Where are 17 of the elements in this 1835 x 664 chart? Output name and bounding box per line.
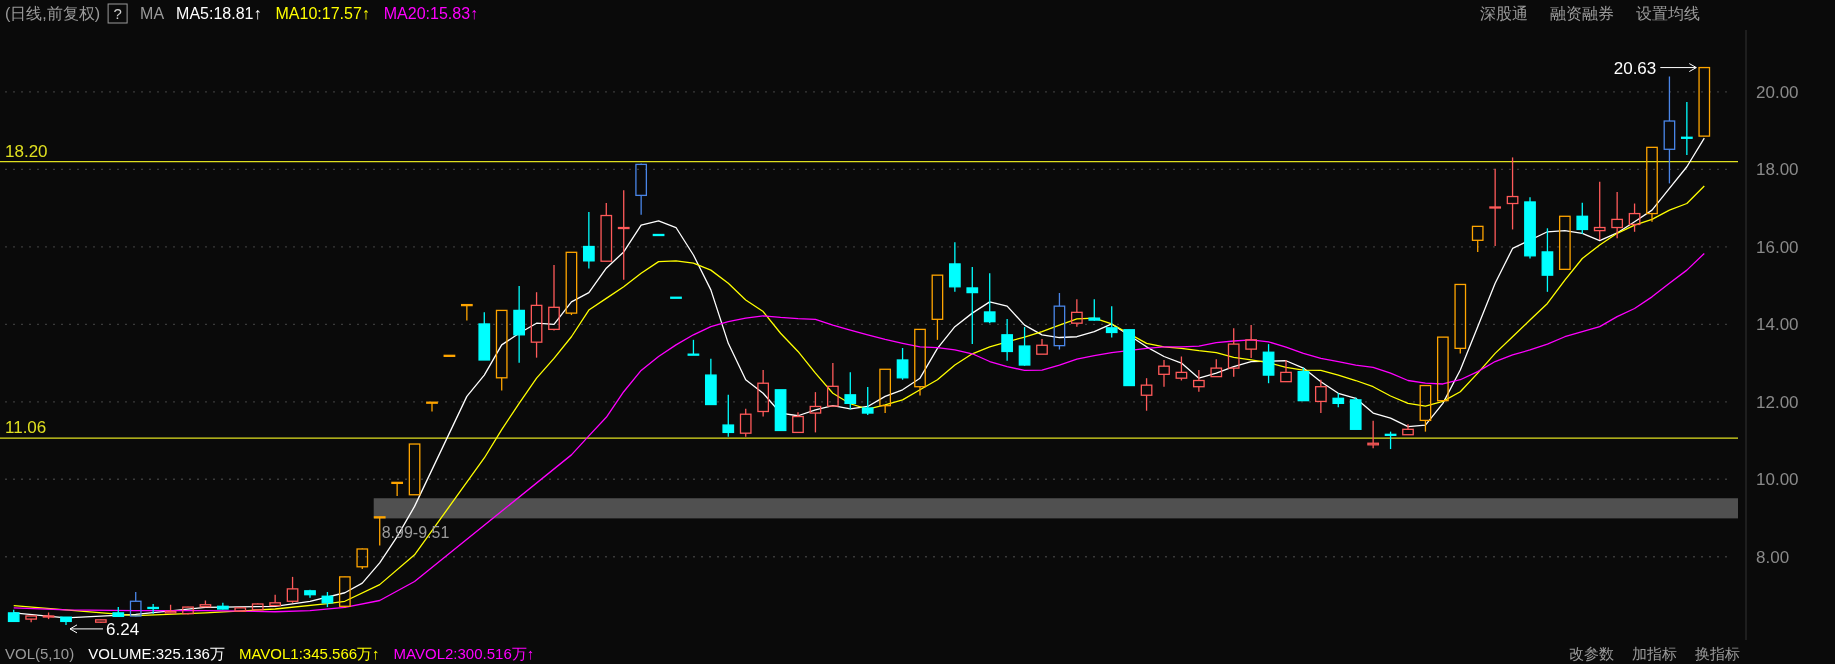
annotation: 6.24	[106, 619, 140, 639]
ref-line: 11.06	[0, 418, 1739, 439]
y-tick-label: 16.00	[1756, 237, 1799, 257]
y-tick-label: 10.00	[1756, 470, 1799, 490]
annotation: 20.63	[1613, 58, 1657, 78]
footer: VOL(5,10) VOLUME:325.136万 MAVOL1:345.566万↑ MAVOL2:300.516万↑ 改参数 加指标 换指标	[5, 645, 1740, 662]
y-tick-label: 18.00	[1756, 160, 1799, 180]
y-tick-label: 20.00	[1756, 82, 1799, 102]
y-tick-label: 12.00	[1756, 392, 1799, 412]
legend: MA5:18.81↑ MA10:17.57↑ MA20:15.83↑	[176, 5, 479, 22]
ref-line: 18.20	[0, 141, 1739, 163]
ref-line-label: 11.06	[5, 418, 47, 438]
y-tick-label: 8.00	[1756, 547, 1790, 567]
note: 20.63	[1613, 58, 1697, 78]
ref-line-label: 18.20	[5, 141, 48, 161]
note: 6.24	[69, 619, 140, 639]
y-tick-label: 14.00	[1756, 315, 1799, 335]
